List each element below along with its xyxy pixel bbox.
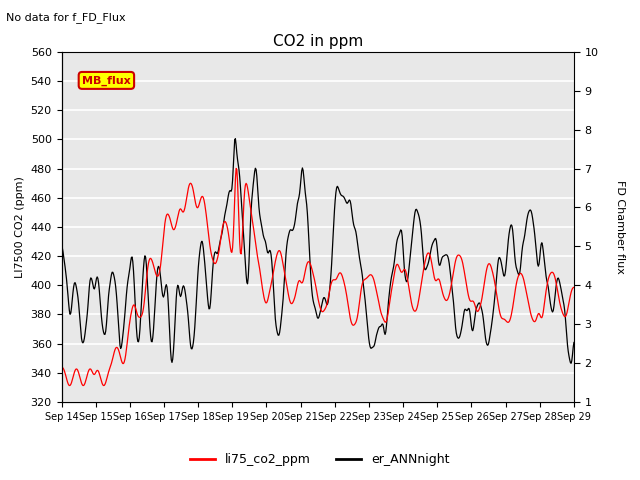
Text: No data for f_FD_Flux: No data for f_FD_Flux	[6, 12, 126, 23]
Y-axis label: LI7500 CO2 (ppm): LI7500 CO2 (ppm)	[15, 176, 25, 278]
Y-axis label: FD Chamber flux: FD Chamber flux	[615, 180, 625, 274]
Legend: li75_co2_ppm, er_ANNnight: li75_co2_ppm, er_ANNnight	[186, 448, 454, 471]
Text: MB_flux: MB_flux	[82, 75, 131, 85]
Title: CO2 in ppm: CO2 in ppm	[273, 34, 363, 49]
